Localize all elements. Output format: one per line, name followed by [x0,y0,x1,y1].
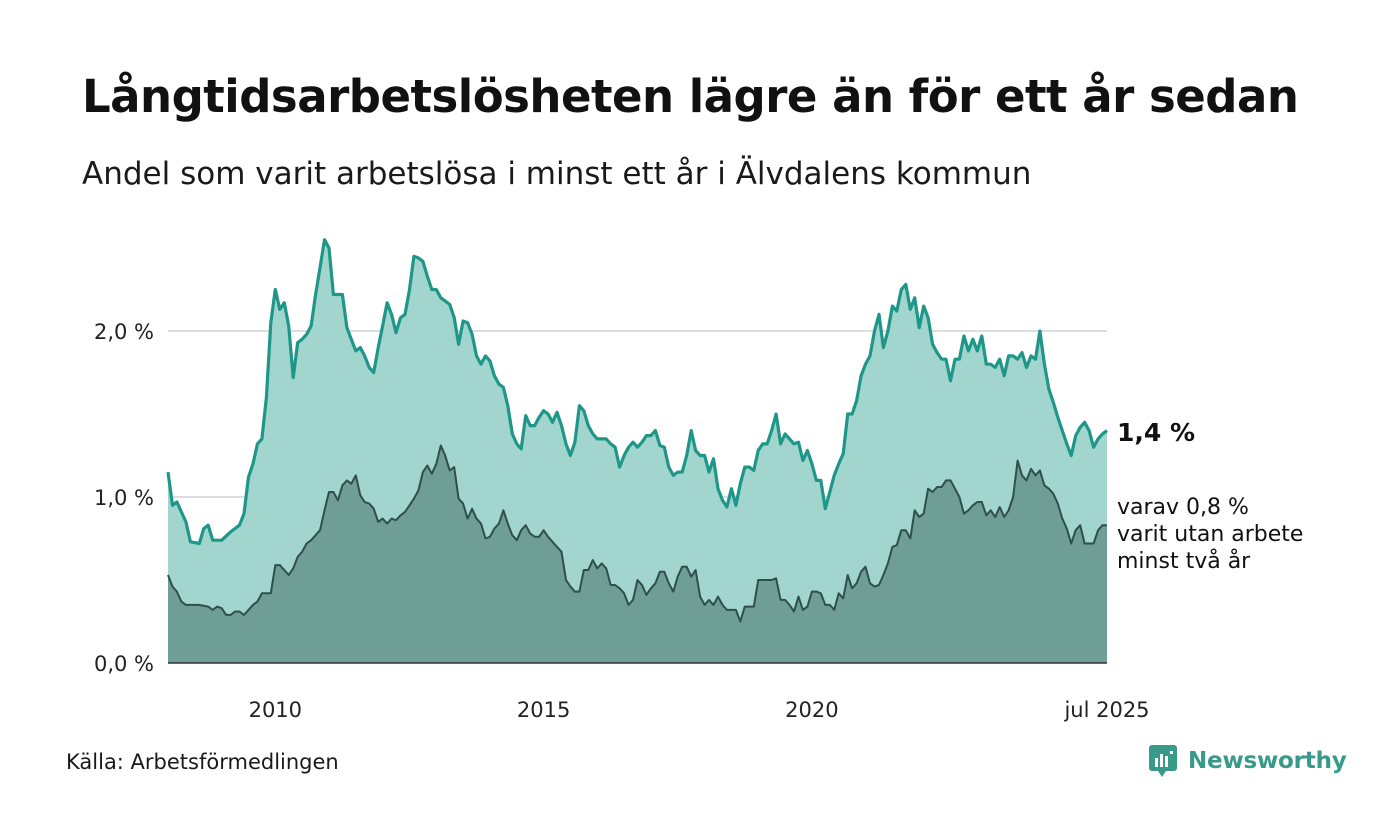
y-tick-label: 2,0 % [94,320,154,344]
series-line-main [166,238,1108,546]
x-tick-label: 2020 [785,698,838,722]
series-line-sub [167,444,1107,623]
brand-logo[interactable]: Newsworthy [1148,744,1347,778]
page-title: Långtidsarbetslösheten lägre än för ett … [82,70,1299,123]
newsworthy-logo-icon [1149,745,1177,777]
series-area-sub [168,445,1107,663]
end-sub-label: varav 0,8 % [1117,495,1249,520]
end-value-label: 1,4 % [1117,418,1195,447]
x-tick-label: 2015 [517,698,570,722]
y-tick-label: 1,0 % [94,486,154,510]
x-tick-label: 2010 [249,698,302,722]
page-subtitle: Andel som varit arbetslösa i minst ett å… [82,156,1032,192]
x-tick-label: jul 2025 [1063,698,1149,722]
y-tick-label: 0,0 % [94,652,154,676]
brand-name: Newsworthy [1188,748,1347,774]
end-sub-label: varit utan arbete [1117,522,1303,547]
end-sub-label: minst två år [1117,548,1251,574]
source-note: Källa: Arbetsförmedlingen [66,750,339,774]
